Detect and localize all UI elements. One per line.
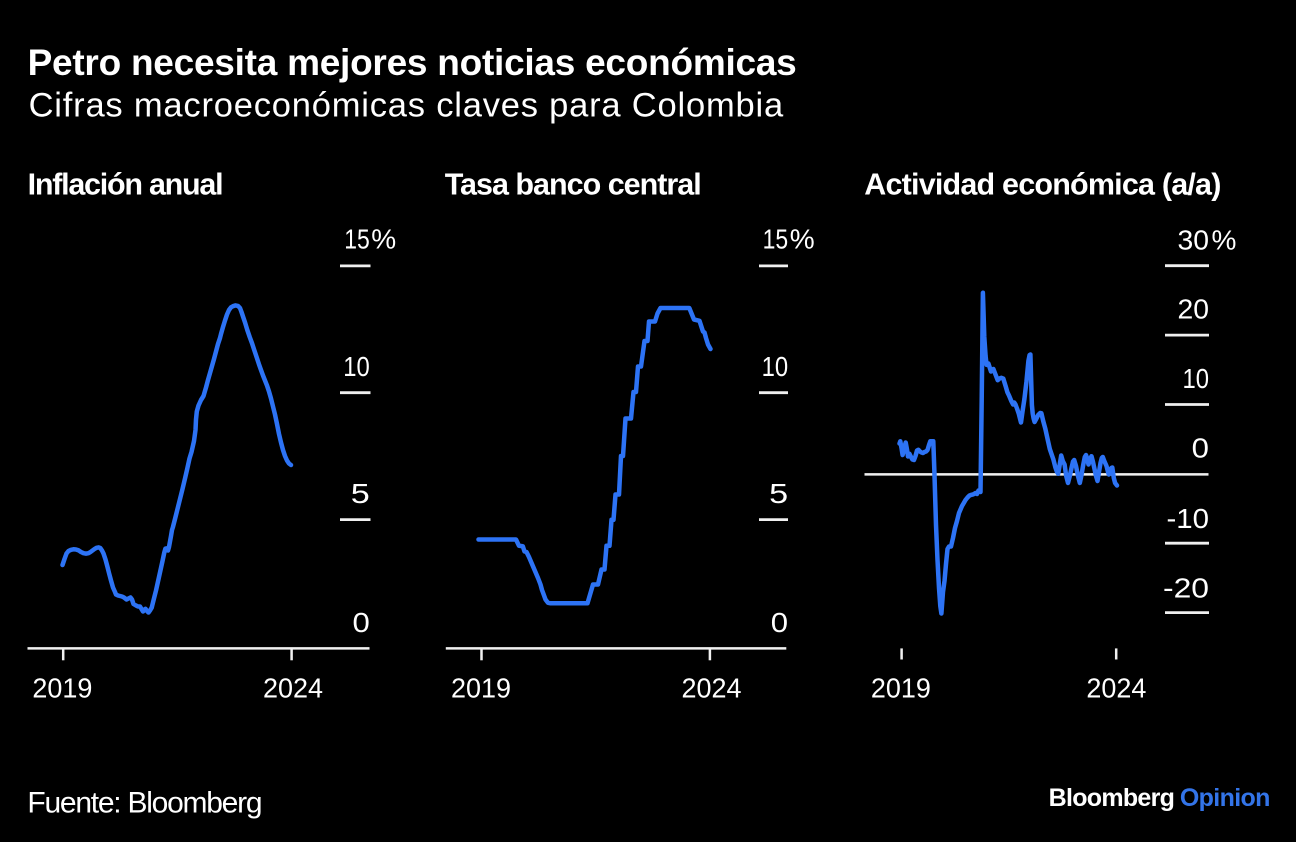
svg-text:Petro necesita mejores noticia: Petro necesita mejores noticias económic… bbox=[28, 42, 797, 83]
svg-text:10: 10 bbox=[1183, 363, 1210, 394]
svg-text:2019: 2019 bbox=[451, 672, 511, 703]
svg-text:20: 20 bbox=[1178, 294, 1210, 325]
svg-text:5: 5 bbox=[351, 478, 370, 509]
svg-text:Opinion: Opinion bbox=[1180, 784, 1270, 812]
svg-text:Cifras macroeconómicas claves: Cifras macroeconómicas claves para Colom… bbox=[29, 87, 784, 125]
svg-text:0: 0 bbox=[771, 607, 788, 638]
svg-text:-10: -10 bbox=[1167, 503, 1210, 534]
svg-text:2024: 2024 bbox=[1086, 672, 1146, 703]
svg-text:%: % bbox=[1212, 224, 1237, 255]
svg-text:Fuente: Bloomberg: Fuente: Bloomberg bbox=[27, 787, 261, 820]
svg-text:Inflación anual: Inflación anual bbox=[28, 168, 223, 202]
svg-text:%: % bbox=[371, 224, 396, 255]
svg-text:Bloomberg: Bloomberg bbox=[1049, 784, 1175, 812]
svg-text:2019: 2019 bbox=[32, 672, 92, 703]
svg-text:-20: -20 bbox=[1163, 573, 1209, 604]
svg-text:15: 15 bbox=[344, 224, 370, 255]
svg-text:2024: 2024 bbox=[682, 672, 742, 703]
svg-text:Actividad económica (a/a): Actividad económica (a/a) bbox=[864, 168, 1220, 202]
svg-text:5: 5 bbox=[769, 478, 788, 509]
svg-text:2019: 2019 bbox=[871, 672, 931, 703]
svg-text:10: 10 bbox=[343, 351, 370, 382]
svg-text:%: % bbox=[790, 224, 815, 255]
svg-text:10: 10 bbox=[762, 351, 789, 382]
svg-text:0: 0 bbox=[1192, 433, 1209, 464]
svg-text:Tasa banco central: Tasa banco central bbox=[445, 168, 701, 202]
svg-text:2024: 2024 bbox=[263, 672, 323, 703]
svg-text:0: 0 bbox=[353, 607, 370, 638]
svg-text:15: 15 bbox=[763, 224, 789, 255]
svg-text:30: 30 bbox=[1178, 224, 1210, 255]
